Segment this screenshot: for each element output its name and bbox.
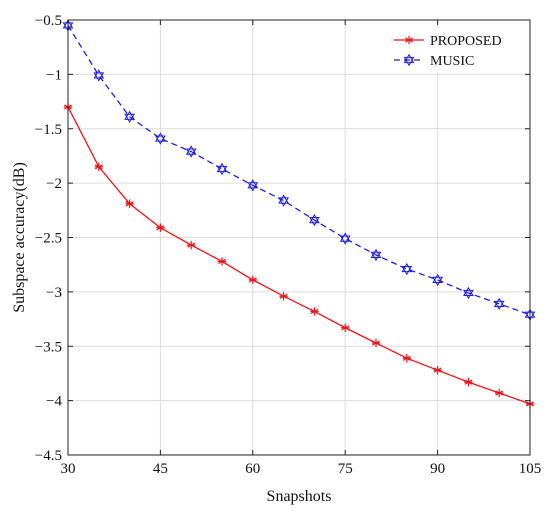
y-tick-label: −2 xyxy=(46,176,62,192)
y-tick-label: −4.5 xyxy=(35,448,62,464)
y-tick-label: −3 xyxy=(46,285,62,301)
legend: PROPOSED MUSIC xyxy=(390,28,522,72)
y-tick-label: −1 xyxy=(46,67,62,83)
x-tick-label: 30 xyxy=(61,461,76,477)
y-tick-label: −1.5 xyxy=(35,122,62,138)
legend-label-proposed: PROPOSED xyxy=(430,34,502,49)
y-tick-label: −4 xyxy=(46,394,62,410)
y-axis-label: Subspace accuracy(dB) xyxy=(11,162,28,313)
y-tick-label: −0.5 xyxy=(35,13,62,29)
x-tick-label: 45 xyxy=(153,461,168,477)
y-tick-label: −3.5 xyxy=(35,339,62,355)
x-tick-label: 75 xyxy=(338,461,353,477)
x-tick-label: 105 xyxy=(519,461,542,477)
y-tick-label: −2.5 xyxy=(35,231,62,247)
x-tick-label: 60 xyxy=(245,461,260,477)
x-tick-label: 90 xyxy=(430,461,445,477)
x-axis-label: Snapshots xyxy=(267,488,332,505)
legend-label-music: MUSIC xyxy=(430,54,474,69)
